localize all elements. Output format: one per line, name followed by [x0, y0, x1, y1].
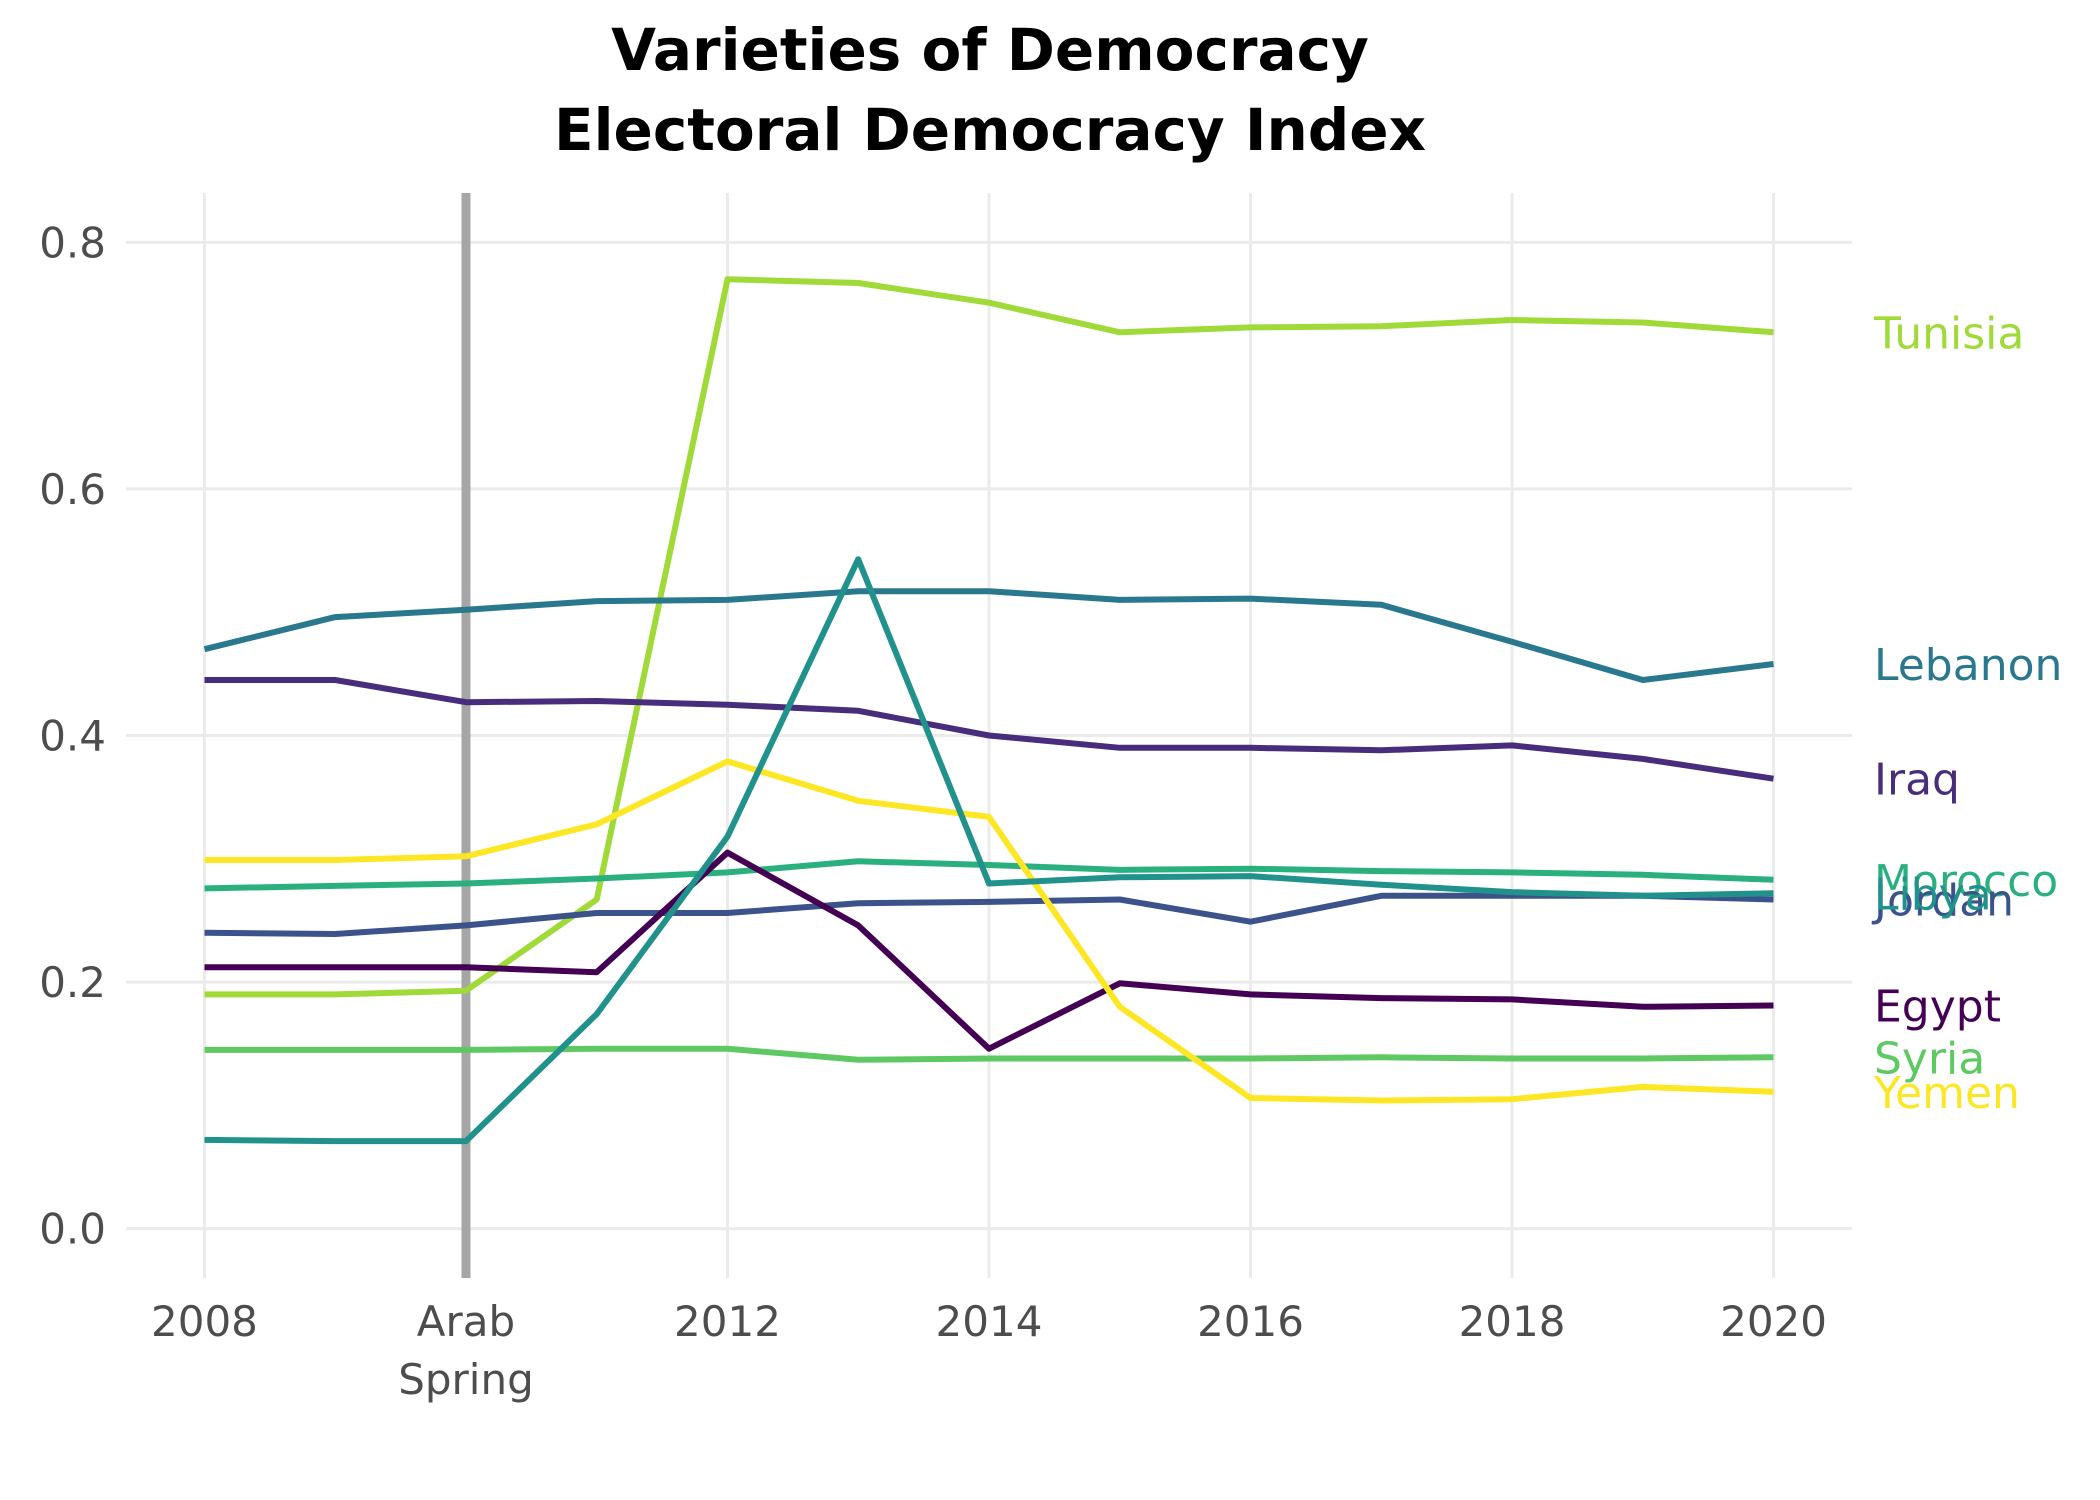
x-tick-label: 2016: [1197, 1297, 1304, 1346]
x-tick-label: 2020: [1720, 1297, 1827, 1346]
y-tick-label: 0.8: [39, 218, 106, 267]
series-label-iraq: Iraq: [1874, 755, 1960, 806]
axis-labels: 0.0 0.2 0.4 0.6 0.8 2008 Arab Spring 2012 2014 201…: [39, 218, 1827, 1404]
series-line-syria: [204, 1045, 1774, 1063]
x-tick-label: 2012: [674, 1297, 781, 1346]
series-line-yemen: [204, 758, 1774, 1104]
series-label-syria: Syria: [1874, 1033, 1985, 1084]
series-label-tunisia: Tunisia: [1873, 308, 2024, 359]
y-tick-label: 0.6: [39, 465, 106, 514]
series-lines: [203, 276, 1774, 1145]
chart-title-line-1: Varieties of Democracy: [611, 16, 1369, 84]
series-label-morocco: Morocco: [1874, 856, 2058, 907]
series-line-iraq: [204, 677, 1774, 782]
series-label-lebanon: Lebanon: [1874, 640, 2062, 691]
series-line-libya: [204, 556, 1774, 1145]
series-line-morocco: [204, 858, 1774, 892]
x-tick-label: 2008: [151, 1297, 258, 1346]
series-line-tunisia: [204, 276, 1774, 998]
series-line-egypt: [204, 849, 1774, 1052]
series-label-egypt: Egypt: [1874, 982, 2001, 1033]
y-tick-label: 0.4: [39, 712, 106, 761]
series-label-jordan: Jordan: [1871, 875, 2014, 926]
series-line-jordan: [204, 892, 1774, 937]
y-tick-label: 0.0: [39, 1205, 106, 1254]
series-label-yemen: Yemen: [1873, 1068, 2020, 1119]
series-line-lebanon: [203, 588, 1774, 683]
series-label-libya: Libya: [1874, 869, 1992, 920]
x-tick-label: 2018: [1459, 1297, 1566, 1346]
x-tick-label: 2014: [936, 1297, 1043, 1346]
y-tick-label: 0.2: [39, 958, 106, 1007]
chart-title-line-2: Electoral Democracy Index: [554, 96, 1426, 164]
x-tick-label: Arab Spring: [398, 1297, 534, 1404]
